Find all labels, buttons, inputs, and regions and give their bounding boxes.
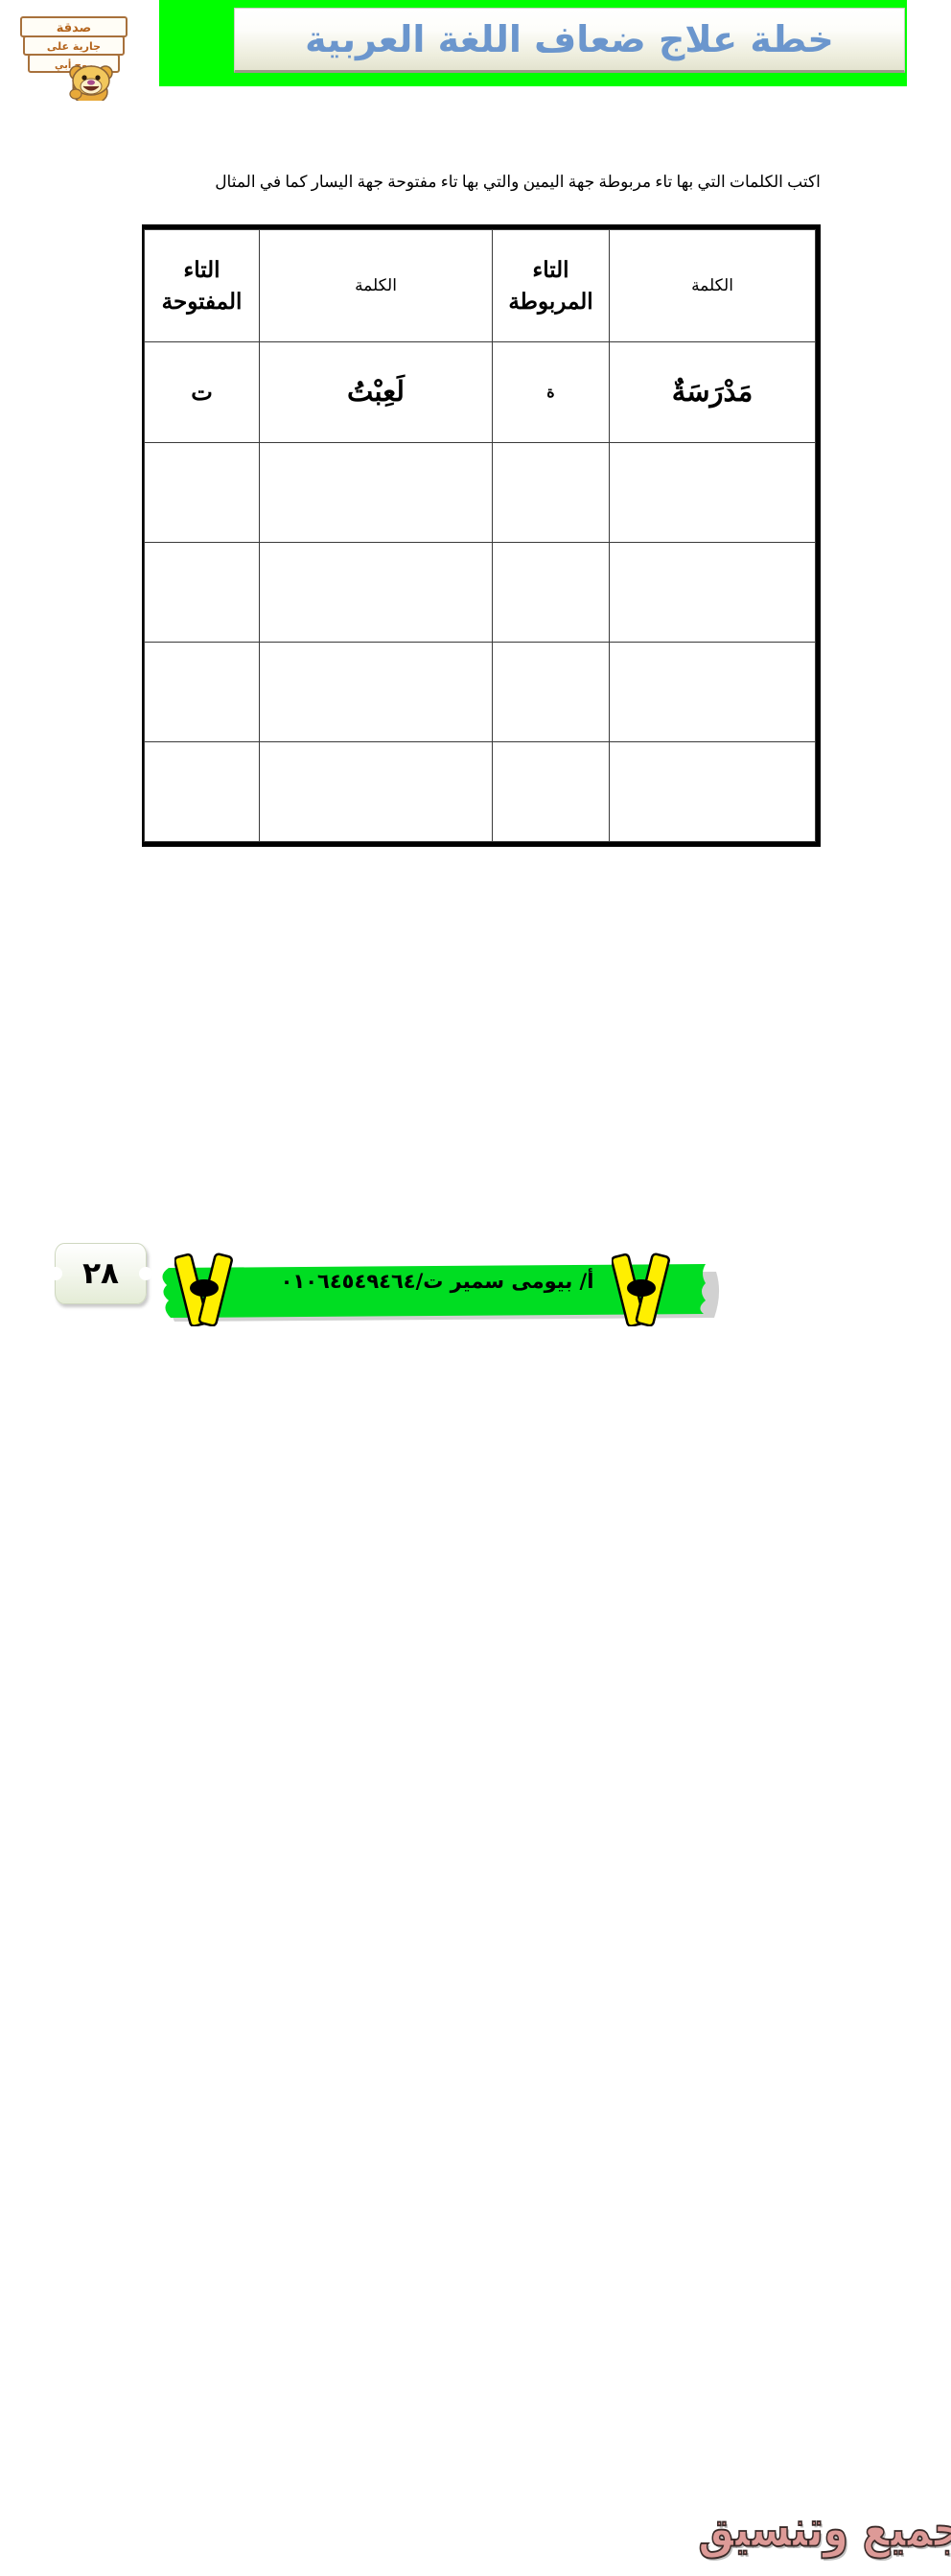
instruction-text: اكتب الكلمات التي بها تاء مربوطة جهة الي… bbox=[215, 173, 821, 191]
header-cell-ta-maftuha: التاء المفتوحة bbox=[144, 229, 260, 342]
bear-holding-sign-logo: صدقة جارية على روح أبي bbox=[8, 0, 151, 105]
clothespin-clip-left bbox=[174, 1253, 233, 1326]
svg-text:صدقة: صدقة bbox=[57, 21, 91, 35]
example-cell-letter-maftuha[interactable]: ت bbox=[144, 341, 260, 443]
example-cell-word-maftuha[interactable]: لَعِبْتُ bbox=[259, 341, 493, 443]
clothespin-clip-right bbox=[612, 1253, 670, 1326]
answer-cell-word-maftuha[interactable] bbox=[259, 741, 493, 842]
table-example-row: مَدْرَسَةٌ ة لَعِبْتُ ت bbox=[144, 341, 816, 443]
header-label-ta-marbuta: التاء المربوطة bbox=[493, 254, 609, 318]
table-header-row: الكلمة التاء المربوطة الكلمة التاء المفت… bbox=[144, 229, 816, 342]
example-letter-maftuha: ت bbox=[191, 380, 213, 406]
page-title-box: خطة علاج ضعاف اللغة العربية bbox=[234, 8, 905, 73]
table-row bbox=[144, 542, 816, 643]
answer-cell-word-marbuta[interactable] bbox=[609, 642, 816, 742]
answer-cell-letter-maftuha[interactable] bbox=[144, 741, 260, 842]
answer-cell-word-marbuta[interactable] bbox=[609, 442, 816, 543]
answer-cell-letter-marbuta[interactable] bbox=[492, 741, 610, 842]
ta-marbuta-maftuha-table: الكلمة التاء المربوطة الكلمة التاء المفت… bbox=[144, 229, 816, 842]
answer-cell-word-maftuha[interactable] bbox=[259, 442, 493, 543]
table-row bbox=[144, 442, 816, 543]
header-cell-word-marbuta: الكلمة bbox=[609, 229, 816, 342]
header-cell-ta-marbuta: التاء المربوطة bbox=[492, 229, 610, 342]
header-label-ta-maftuha: التاء المفتوحة bbox=[145, 254, 259, 318]
answer-cell-letter-marbuta[interactable] bbox=[492, 542, 610, 643]
example-cell-letter-marbuta[interactable]: ة bbox=[492, 341, 610, 443]
answer-cell-word-maftuha[interactable] bbox=[259, 542, 493, 643]
answer-cell-word-marbuta[interactable] bbox=[609, 542, 816, 643]
header-label-word-1: الكلمة bbox=[691, 275, 733, 294]
answer-cell-letter-maftuha[interactable] bbox=[144, 542, 260, 643]
svg-text:جارية على: جارية على bbox=[47, 40, 101, 53]
header-label-ta-maftuha-line1: التاء bbox=[183, 257, 220, 282]
header-label-word-2: الكلمة bbox=[355, 275, 397, 294]
table-row bbox=[144, 741, 816, 842]
credit-text: تجميع وتنسيق bbox=[698, 2497, 951, 2558]
header-label-ta-marbuta-line1: التاء bbox=[532, 257, 569, 282]
page-number: ٢٨ bbox=[82, 1256, 119, 1291]
example-word-maftuha: لَعِبْتُ bbox=[346, 376, 406, 408]
header-label-ta-maftuha-line2: المفتوحة bbox=[161, 290, 243, 314]
header-label-ta-marbuta-line2: المربوطة bbox=[508, 290, 593, 314]
answer-cell-letter-marbuta[interactable] bbox=[492, 442, 610, 543]
footer-banner-graphic: أ/ بيومى سمير ت/٠١٠٦٤٥٤٩٤٦٤ bbox=[150, 1253, 725, 1326]
page-number-plaque: ٢٨ bbox=[49, 1243, 152, 1304]
credit-wordart: تجميع وتنسيق bbox=[698, 2480, 951, 2576]
answer-cell-letter-maftuha[interactable] bbox=[144, 442, 260, 543]
header-cell-word-maftuha: الكلمة bbox=[259, 229, 493, 342]
answer-cell-letter-maftuha[interactable] bbox=[144, 642, 260, 742]
answer-cell-word-marbuta[interactable] bbox=[609, 741, 816, 842]
worksheet-table-container: الكلمة التاء المربوطة الكلمة التاء المفت… bbox=[142, 224, 821, 847]
answer-cell-letter-marbuta[interactable] bbox=[492, 642, 610, 742]
example-cell-word-marbuta[interactable]: مَدْرَسَةٌ bbox=[609, 341, 816, 443]
example-letter-marbuta: ة bbox=[546, 385, 555, 401]
page-footer: ٢٨ أ/ بيومى bbox=[0, 1235, 951, 2559]
example-word-marbuta: مَدْرَسَةٌ bbox=[671, 376, 754, 408]
author-contact-text: أ/ بيومى سمير ت/٠١٠٦٤٥٤٩٤٦٤ bbox=[280, 1270, 594, 1293]
answer-cell-word-maftuha[interactable] bbox=[259, 642, 493, 742]
table-row bbox=[144, 642, 816, 742]
page-title: خطة علاج ضعاف اللغة العربية bbox=[305, 18, 834, 60]
